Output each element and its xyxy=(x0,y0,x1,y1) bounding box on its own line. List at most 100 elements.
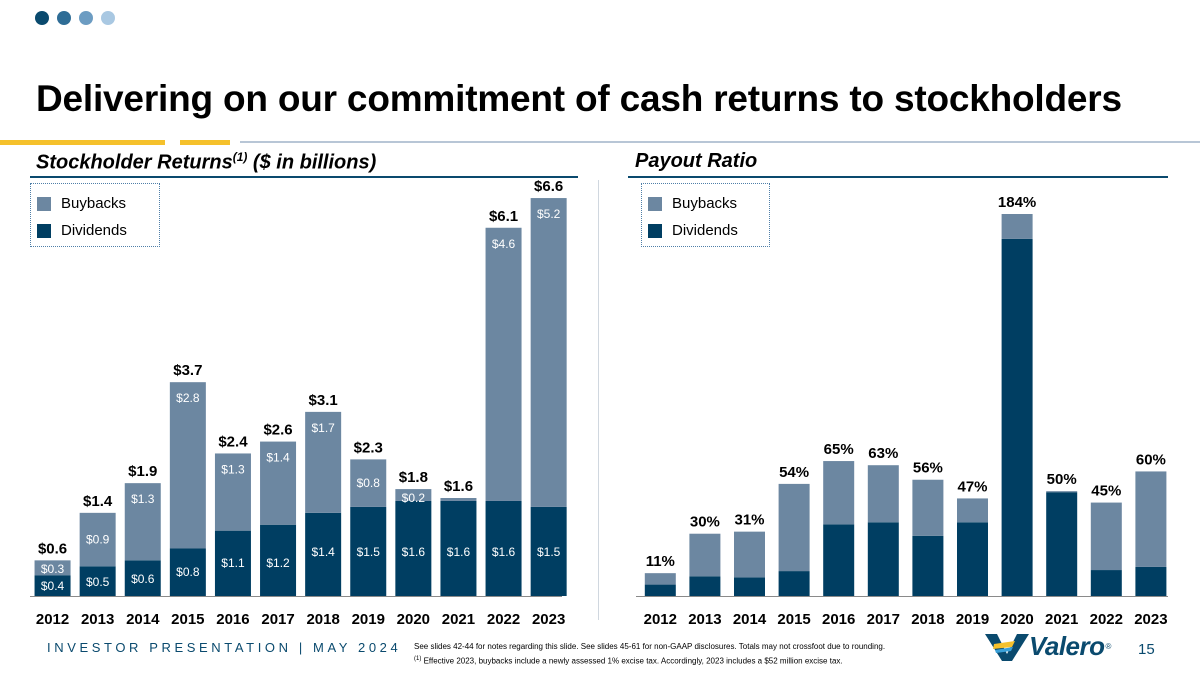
left-legend-dividends: Dividends xyxy=(37,222,127,239)
returns-category-label-2020: 2020 xyxy=(397,611,430,628)
payout-bar-dividends-2021 xyxy=(1046,492,1078,596)
returns-bar-dividends-2020 xyxy=(395,500,432,596)
payout-bar-dividends-2015 xyxy=(778,571,810,596)
payout-bar-buybacks-2022 xyxy=(1090,502,1122,571)
returns-total-label-2020: $1.8 xyxy=(399,469,428,486)
right-legend-dividends-label: Dividends xyxy=(672,222,738,239)
returns-dividends-label-2012: $0.4 xyxy=(41,579,65,593)
footnotes: See slides 42-44 for notes regarding thi… xyxy=(414,640,885,668)
payout-bar-dividends-2014 xyxy=(734,577,765,596)
slide-title: Delivering on our commitment of cash ret… xyxy=(36,78,1122,119)
returns-bar-dividends-2017 xyxy=(260,524,297,596)
payout-bar-buybacks-2012 xyxy=(644,573,676,585)
payout-total-label-2017: 63% xyxy=(868,445,898,462)
payout-category-label-2015: 2015 xyxy=(777,611,810,628)
returns-bar-dividends-2022 xyxy=(485,500,522,596)
dividends-swatch xyxy=(37,223,51,238)
valero-logo: Valero ® xyxy=(985,630,1111,662)
returns-category-label-2015: 2015 xyxy=(171,611,204,628)
payout-bar-buybacks-2017 xyxy=(867,465,899,523)
decorative-dots xyxy=(35,11,115,25)
returns-bar-dividends-2021 xyxy=(440,500,477,596)
returns-bar-buybacks-2022 xyxy=(485,227,522,501)
returns-total-label-2014: $1.9 xyxy=(128,463,157,480)
returns-bar-buybacks-2013 xyxy=(79,512,116,567)
payout-bar-buybacks-2016 xyxy=(823,461,855,525)
returns-total-label-2023: $6.6 xyxy=(534,178,563,195)
payout-bar-buybacks-2013 xyxy=(689,533,721,577)
payout-total-label-2014: 31% xyxy=(734,512,764,529)
dot-3 xyxy=(79,11,93,25)
left-legend-buybacks: Buybacks xyxy=(37,195,126,212)
payout-bar-dividends-2017 xyxy=(867,522,899,596)
buybacks-swatch xyxy=(648,196,662,211)
payout-total-label-2023: 60% xyxy=(1136,451,1166,468)
returns-dividends-label-2021: $1.6 xyxy=(447,545,471,559)
payout-total-label-2019: 47% xyxy=(957,478,987,495)
payout-total-label-2013: 30% xyxy=(690,514,720,531)
payout-category-label-2022: 2022 xyxy=(1090,611,1123,628)
returns-buybacks-label-2013: $0.9 xyxy=(86,533,110,547)
returns-total-label-2016: $2.4 xyxy=(218,433,248,450)
returns-dividends-label-2019: $1.5 xyxy=(357,545,381,559)
payout-bar-buybacks-2014 xyxy=(734,531,765,578)
returns-bar-buybacks-2012 xyxy=(34,560,71,576)
payout-bar-buybacks-2023 xyxy=(1135,471,1167,567)
returns-buybacks-label-2017: $1.4 xyxy=(266,451,290,465)
stockholder-returns-chart: $0.6 $0.4 $0.3 2012 $1.4 $0.5 $0.9 2013 $1.9 $0.6… xyxy=(30,178,567,628)
right-legend-dividends: Dividends xyxy=(648,222,738,239)
returns-bar-buybacks-2016 xyxy=(214,453,251,531)
payout-total-label-2021: 50% xyxy=(1047,471,1077,488)
payout-category-label-2017: 2017 xyxy=(867,611,900,628)
returns-bar-buybacks-2021 xyxy=(440,498,477,501)
returns-dividends-label-2017: $1.2 xyxy=(266,556,290,570)
payout-bar-dividends-2016 xyxy=(823,524,855,596)
footnote-2-text: Effective 2023, buybacks include a newly… xyxy=(421,656,843,666)
returns-dividends-label-2018: $1.4 xyxy=(311,545,335,559)
title-rule-gold-left xyxy=(0,140,165,145)
returns-total-label-2021: $1.6 xyxy=(444,478,473,495)
section-divider xyxy=(598,180,599,620)
returns-category-label-2014: 2014 xyxy=(126,611,160,628)
payout-bar-dividends-2019 xyxy=(957,522,988,596)
right-section-heading: Payout Ratio xyxy=(635,150,758,172)
payout-category-label-2019: 2019 xyxy=(956,611,989,628)
returns-total-label-2018: $3.1 xyxy=(309,392,338,409)
returns-dividends-label-2013: $0.5 xyxy=(86,575,110,589)
left-legend: Buybacks Dividends xyxy=(30,183,160,247)
payout-total-label-2012: 11% xyxy=(646,553,675,570)
payout-total-label-2018: 56% xyxy=(913,460,943,477)
payout-category-label-2016: 2016 xyxy=(822,611,855,628)
dot-2 xyxy=(57,11,71,25)
returns-category-label-2021: 2021 xyxy=(442,611,475,628)
returns-buybacks-label-2016: $1.3 xyxy=(221,462,245,476)
returns-category-label-2019: 2019 xyxy=(352,611,385,628)
returns-buybacks-label-2014: $1.3 xyxy=(131,492,155,506)
payout-category-label-2012: 2012 xyxy=(644,611,677,628)
left-legend-dividends-label: Dividends xyxy=(61,222,127,239)
left-legend-buybacks-label: Buybacks xyxy=(61,195,127,212)
payout-category-label-2023: 2023 xyxy=(1134,611,1167,628)
returns-bar-buybacks-2023 xyxy=(530,198,567,507)
payout-category-label-2018: 2018 xyxy=(911,611,944,628)
buybacks-swatch xyxy=(37,196,51,211)
right-legend: Buybacks Dividends xyxy=(641,183,770,247)
payout-bar-dividends-2018 xyxy=(912,535,944,596)
payout-category-label-2021: 2021 xyxy=(1045,611,1078,628)
returns-dividends-label-2015: $0.8 xyxy=(176,565,200,579)
returns-buybacks-label-2019: $0.8 xyxy=(357,476,381,490)
returns-bar-buybacks-2014 xyxy=(124,483,161,561)
payout-total-label-2015: 54% xyxy=(779,464,809,481)
returns-bar-dividends-2012 xyxy=(34,575,71,596)
returns-total-label-2012: $0.6 xyxy=(38,540,67,557)
returns-category-label-2017: 2017 xyxy=(261,611,294,628)
payout-bar-dividends-2012 xyxy=(644,584,676,596)
returns-buybacks-label-2020: $0.2 xyxy=(402,491,426,505)
returns-dividends-label-2016: $1.1 xyxy=(221,556,245,570)
returns-bar-dividends-2015 xyxy=(169,548,206,596)
payout-bar-dividends-2023 xyxy=(1135,566,1167,596)
payout-total-label-2020: 184% xyxy=(998,194,1036,211)
returns-buybacks-label-2023: $5.2 xyxy=(537,207,561,221)
returns-buybacks-label-2012: $0.3 xyxy=(41,562,65,576)
returns-bar-dividends-2018 xyxy=(305,512,342,596)
